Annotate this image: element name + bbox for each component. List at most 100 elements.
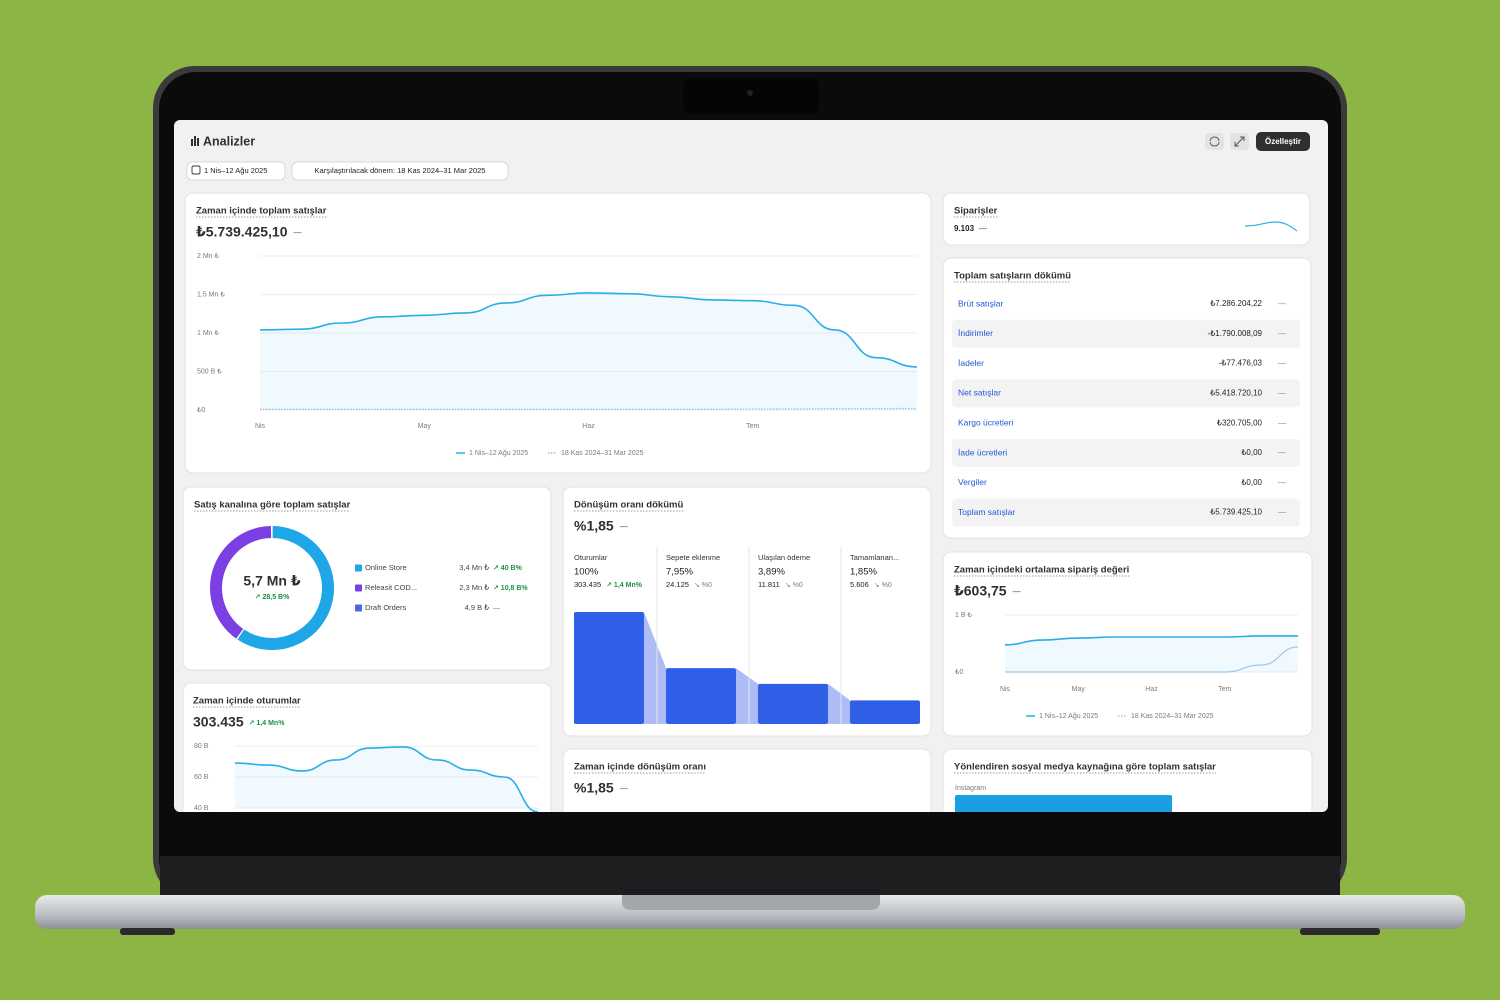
step-rate: 3,89% bbox=[758, 567, 785, 578]
card bbox=[182, 486, 552, 671]
line bbox=[1004, 635, 1298, 646]
step-count: 303.435 bbox=[574, 580, 601, 589]
x-tick-label: Nis bbox=[1000, 686, 1011, 693]
area bbox=[235, 746, 538, 812]
legend-label: 18 Kas 2024–31 Mar 2025 bbox=[561, 450, 644, 457]
row-value: ₺5.418.720,10 bbox=[1210, 389, 1262, 398]
camera bbox=[747, 90, 753, 96]
legend-label: Draft Orders bbox=[365, 603, 407, 612]
card bbox=[562, 748, 932, 812]
step-name: Tamamlanan... bbox=[850, 553, 899, 562]
step-rate: 100% bbox=[574, 567, 599, 578]
row-label[interactable]: İade ücretleri bbox=[958, 447, 1007, 457]
line bbox=[260, 407, 918, 410]
legend-value: 2,3 Mn ₺ bbox=[459, 583, 489, 592]
row-label[interactable]: Vergiler bbox=[958, 477, 987, 487]
legend-label: Online Store bbox=[365, 563, 407, 572]
row-label[interactable]: Kargo ücretleri bbox=[958, 417, 1013, 427]
x-tick-label: Nis bbox=[255, 423, 266, 430]
foot bbox=[120, 928, 175, 935]
row-value: ₺7.286.204,22 bbox=[1210, 299, 1262, 308]
row-change: — bbox=[1278, 359, 1286, 368]
funnel-connector bbox=[644, 612, 666, 724]
legend-value: 3,4 Mn ₺ bbox=[459, 563, 489, 572]
laptop-base bbox=[35, 895, 1465, 929]
step-count: 24.125 bbox=[666, 580, 689, 589]
row-label[interactable]: Toplam satışlar bbox=[958, 507, 1015, 517]
legend-swatch bbox=[355, 604, 362, 612]
social-bar bbox=[955, 795, 1172, 812]
card-title: Zaman içinde toplam satışlar bbox=[196, 206, 327, 217]
line bbox=[259, 292, 918, 368]
metric-value: ₺5.739.425,10 bbox=[196, 224, 288, 240]
x-tick-label: Haz bbox=[582, 423, 595, 430]
row-label[interactable]: İndirimler bbox=[958, 328, 993, 338]
customize-button[interactable] bbox=[1256, 132, 1310, 151]
legend-swatch bbox=[355, 584, 362, 592]
funnel-bar bbox=[574, 612, 644, 724]
y-tick-label: 1 B ₺ bbox=[955, 612, 972, 619]
y-tick-label: 2 Mn ₺ bbox=[197, 253, 220, 260]
metric-change: — bbox=[979, 224, 987, 233]
donut-center-change: ↗ 28,5 B% bbox=[255, 594, 290, 601]
legend-swatch bbox=[355, 564, 362, 572]
funnel-bar bbox=[850, 700, 920, 724]
y-tick-label: 60 B bbox=[194, 774, 209, 781]
metric-value: %1,85 bbox=[574, 780, 614, 796]
row-change: — bbox=[1278, 329, 1286, 338]
row-value: ₺5.739.425,10 bbox=[1210, 508, 1262, 517]
page-title: Analizler bbox=[203, 134, 255, 148]
compare-pill[interactable] bbox=[291, 161, 509, 181]
legend-value: 4,9 B ₺ bbox=[465, 603, 490, 612]
row-label[interactable]: Net satışlar bbox=[958, 388, 1001, 398]
sync-button[interactable] bbox=[1205, 133, 1224, 150]
row-label[interactable]: İadeler bbox=[958, 358, 984, 368]
card-title: Zaman içindeki ortalama sipariş değeri bbox=[954, 565, 1129, 576]
row-change: — bbox=[1278, 418, 1286, 427]
donut-center-value: 5,7 Mn ₺ bbox=[243, 573, 300, 589]
metric-value: ₺603,75 bbox=[954, 583, 1007, 599]
metric-value: %1,85 bbox=[574, 518, 614, 534]
y-tick-label: 1 Mn ₺ bbox=[197, 330, 220, 337]
card bbox=[182, 682, 552, 812]
area bbox=[260, 292, 917, 410]
step-count: 5.606 bbox=[850, 580, 869, 589]
calendar-icon bbox=[191, 165, 201, 175]
step-rate: 7,95% bbox=[666, 567, 693, 578]
legend-change: ↗ 40 B% bbox=[493, 565, 523, 572]
metric-value: 9.103 bbox=[954, 224, 975, 233]
y-tick-label: ₺0 bbox=[955, 669, 963, 676]
legend-label: 1 Nis–12 Ağu 2025 bbox=[1039, 713, 1098, 720]
legend-label: Releasit COD... bbox=[365, 583, 417, 592]
row-shade bbox=[952, 379, 1300, 408]
card-title: Zaman içinde oturumlar bbox=[193, 696, 301, 707]
row-shade bbox=[952, 439, 1300, 467]
row-label[interactable]: Brüt satışlar bbox=[958, 298, 1004, 308]
row-shade bbox=[952, 498, 1300, 527]
x-tick-label: Tem bbox=[1218, 686, 1231, 693]
row-change: — bbox=[1278, 508, 1286, 517]
donut-segment bbox=[237, 526, 334, 650]
funnel-connector bbox=[828, 683, 850, 724]
step-rate: 1,85% bbox=[850, 567, 877, 578]
card-title: Zaman içinde dönüşüm oranı bbox=[574, 762, 706, 773]
card-title: Yönlendiren sosyal medya kaynağına göre … bbox=[954, 762, 1216, 773]
y-tick-label: 80 B bbox=[194, 743, 209, 750]
y-tick-label: 500 B ₺ bbox=[197, 368, 222, 375]
y-tick-label: 1,5 Mn ₺ bbox=[197, 291, 225, 298]
row-shade bbox=[952, 319, 1300, 348]
base-notch bbox=[622, 895, 880, 910]
x-tick-label: May bbox=[418, 423, 432, 430]
row-change: — bbox=[1278, 478, 1286, 487]
icon-bar bbox=[197, 138, 199, 146]
row-change: — bbox=[1278, 299, 1286, 308]
metric-change: — bbox=[294, 228, 302, 237]
metric-change: — bbox=[620, 784, 628, 793]
chin bbox=[160, 856, 1340, 896]
step-change: ↗ 1,4 Mn% bbox=[606, 582, 643, 589]
row-value: ₺320.705,00 bbox=[1217, 418, 1263, 427]
foot bbox=[1300, 928, 1380, 935]
line bbox=[1005, 646, 1299, 673]
date-pill[interactable] bbox=[186, 161, 286, 181]
row-value: -₺77.476,03 bbox=[1219, 359, 1263, 368]
